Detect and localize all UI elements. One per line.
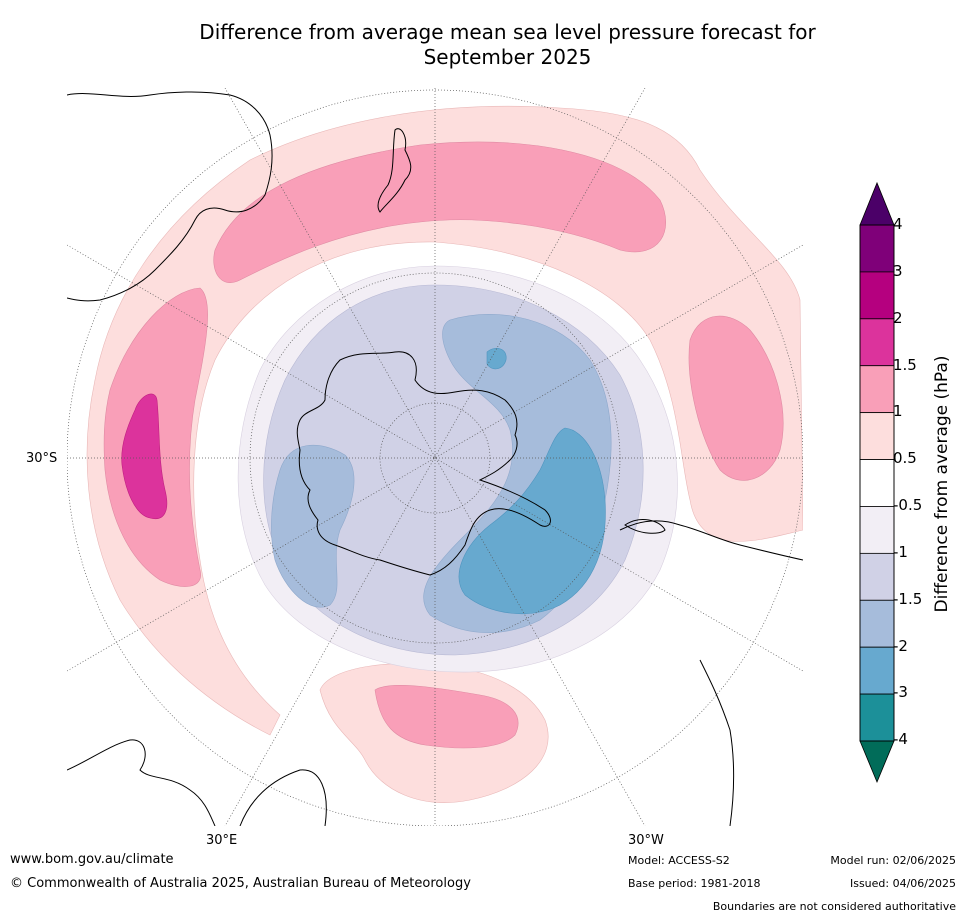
- colorbar-box: [859, 646, 895, 695]
- africa-coastline: [67, 739, 327, 826]
- colorbar-box: [859, 506, 895, 554]
- antarctica-coastline: [296, 351, 551, 576]
- anomaly-region-neg2-neg3: [458, 427, 606, 614]
- meridian-line: [224, 88, 646, 826]
- colorbar-extend-top: [859, 181, 895, 226]
- colorbar-box: [859, 365, 895, 414]
- colorbar-tick-label: 1: [893, 402, 903, 420]
- title-line-2: September 2025: [423, 45, 592, 69]
- meridian-line: [67, 244, 803, 672]
- meridian-line: [67, 244, 803, 672]
- chart-title: Difference from average mean sea level p…: [130, 20, 885, 70]
- colorbar-extend-bottom: [859, 740, 895, 784]
- anomaly-region-1-1.5-southeast-pacific: [688, 315, 784, 481]
- meridian-line: [224, 88, 646, 826]
- footer-disclaimer: Boundaries are not considered authoritat…: [712, 900, 956, 913]
- footer-model-run: Model run: 02/06/2025: [830, 854, 956, 867]
- colorbar-tick-label: -2: [893, 637, 908, 655]
- colorbar-tick-label: -4: [893, 730, 908, 748]
- longitude-label-right: 30°W: [628, 833, 664, 848]
- colorbar-frame: [859, 224, 895, 742]
- tierra-del-fuego-coastline: [624, 519, 666, 534]
- colorbar-box: [859, 224, 895, 273]
- colorbar-tick-label: 0.5: [893, 449, 917, 467]
- colorbar-box: [859, 459, 895, 507]
- colorbar-box: [859, 552, 895, 601]
- colorbar: [859, 181, 895, 784]
- colorbar-box: [859, 412, 895, 460]
- title-line-1: Difference from average mean sea level p…: [199, 20, 816, 44]
- graticule: [67, 88, 803, 826]
- colorbar-tick-label: -1.5: [893, 590, 923, 608]
- colorbar-tick-label: -1: [893, 543, 908, 561]
- colorbar-tick-label: -0.5: [893, 496, 923, 514]
- anomaly-region-neg1.5-neg2-west: [271, 444, 355, 608]
- anomaly-region-1.5-2: [121, 393, 168, 520]
- south-america-coastline: [619, 520, 803, 826]
- footer-copyright: © Commonwealth of Australia 2025, Austra…: [10, 876, 471, 891]
- map-area: [67, 88, 803, 826]
- colorbar-tick-label: 1.5: [893, 356, 917, 374]
- colorbar-box: [859, 271, 895, 320]
- footer-url: www.bom.gov.au/climate: [10, 852, 174, 867]
- colorbar-box: [859, 318, 895, 367]
- colorbar-tick-label: 3: [893, 262, 903, 280]
- footer-issued: Issued: 04/06/2025: [849, 877, 956, 890]
- new-zealand-coastline: [377, 128, 412, 213]
- australia-coastline: [67, 91, 273, 302]
- anomaly-region-1-1.5-atlantic: [374, 685, 519, 749]
- colorbar-tick-label: 2: [893, 309, 903, 327]
- colorbar-tick-label: 4: [893, 215, 903, 233]
- colorbar-box: [859, 693, 895, 742]
- footer-base-period: Base period: 1981-2018: [628, 877, 761, 890]
- anomaly-region-neg2-neg3-small: [486, 347, 507, 370]
- coastlines: [67, 91, 803, 826]
- footer-model: Model: ACCESS-S2: [628, 854, 730, 867]
- anomaly-region-1-1.5-pacific: [213, 141, 666, 283]
- colorbar-box: [859, 599, 895, 648]
- colorbar-tick-label: -3: [893, 683, 908, 701]
- longitude-label-left: 30°E: [206, 833, 238, 848]
- colorbar-title: Difference from average (hPa): [932, 355, 952, 613]
- latitude-label: 30°S: [26, 451, 58, 466]
- colorbar-boxes: [859, 224, 895, 742]
